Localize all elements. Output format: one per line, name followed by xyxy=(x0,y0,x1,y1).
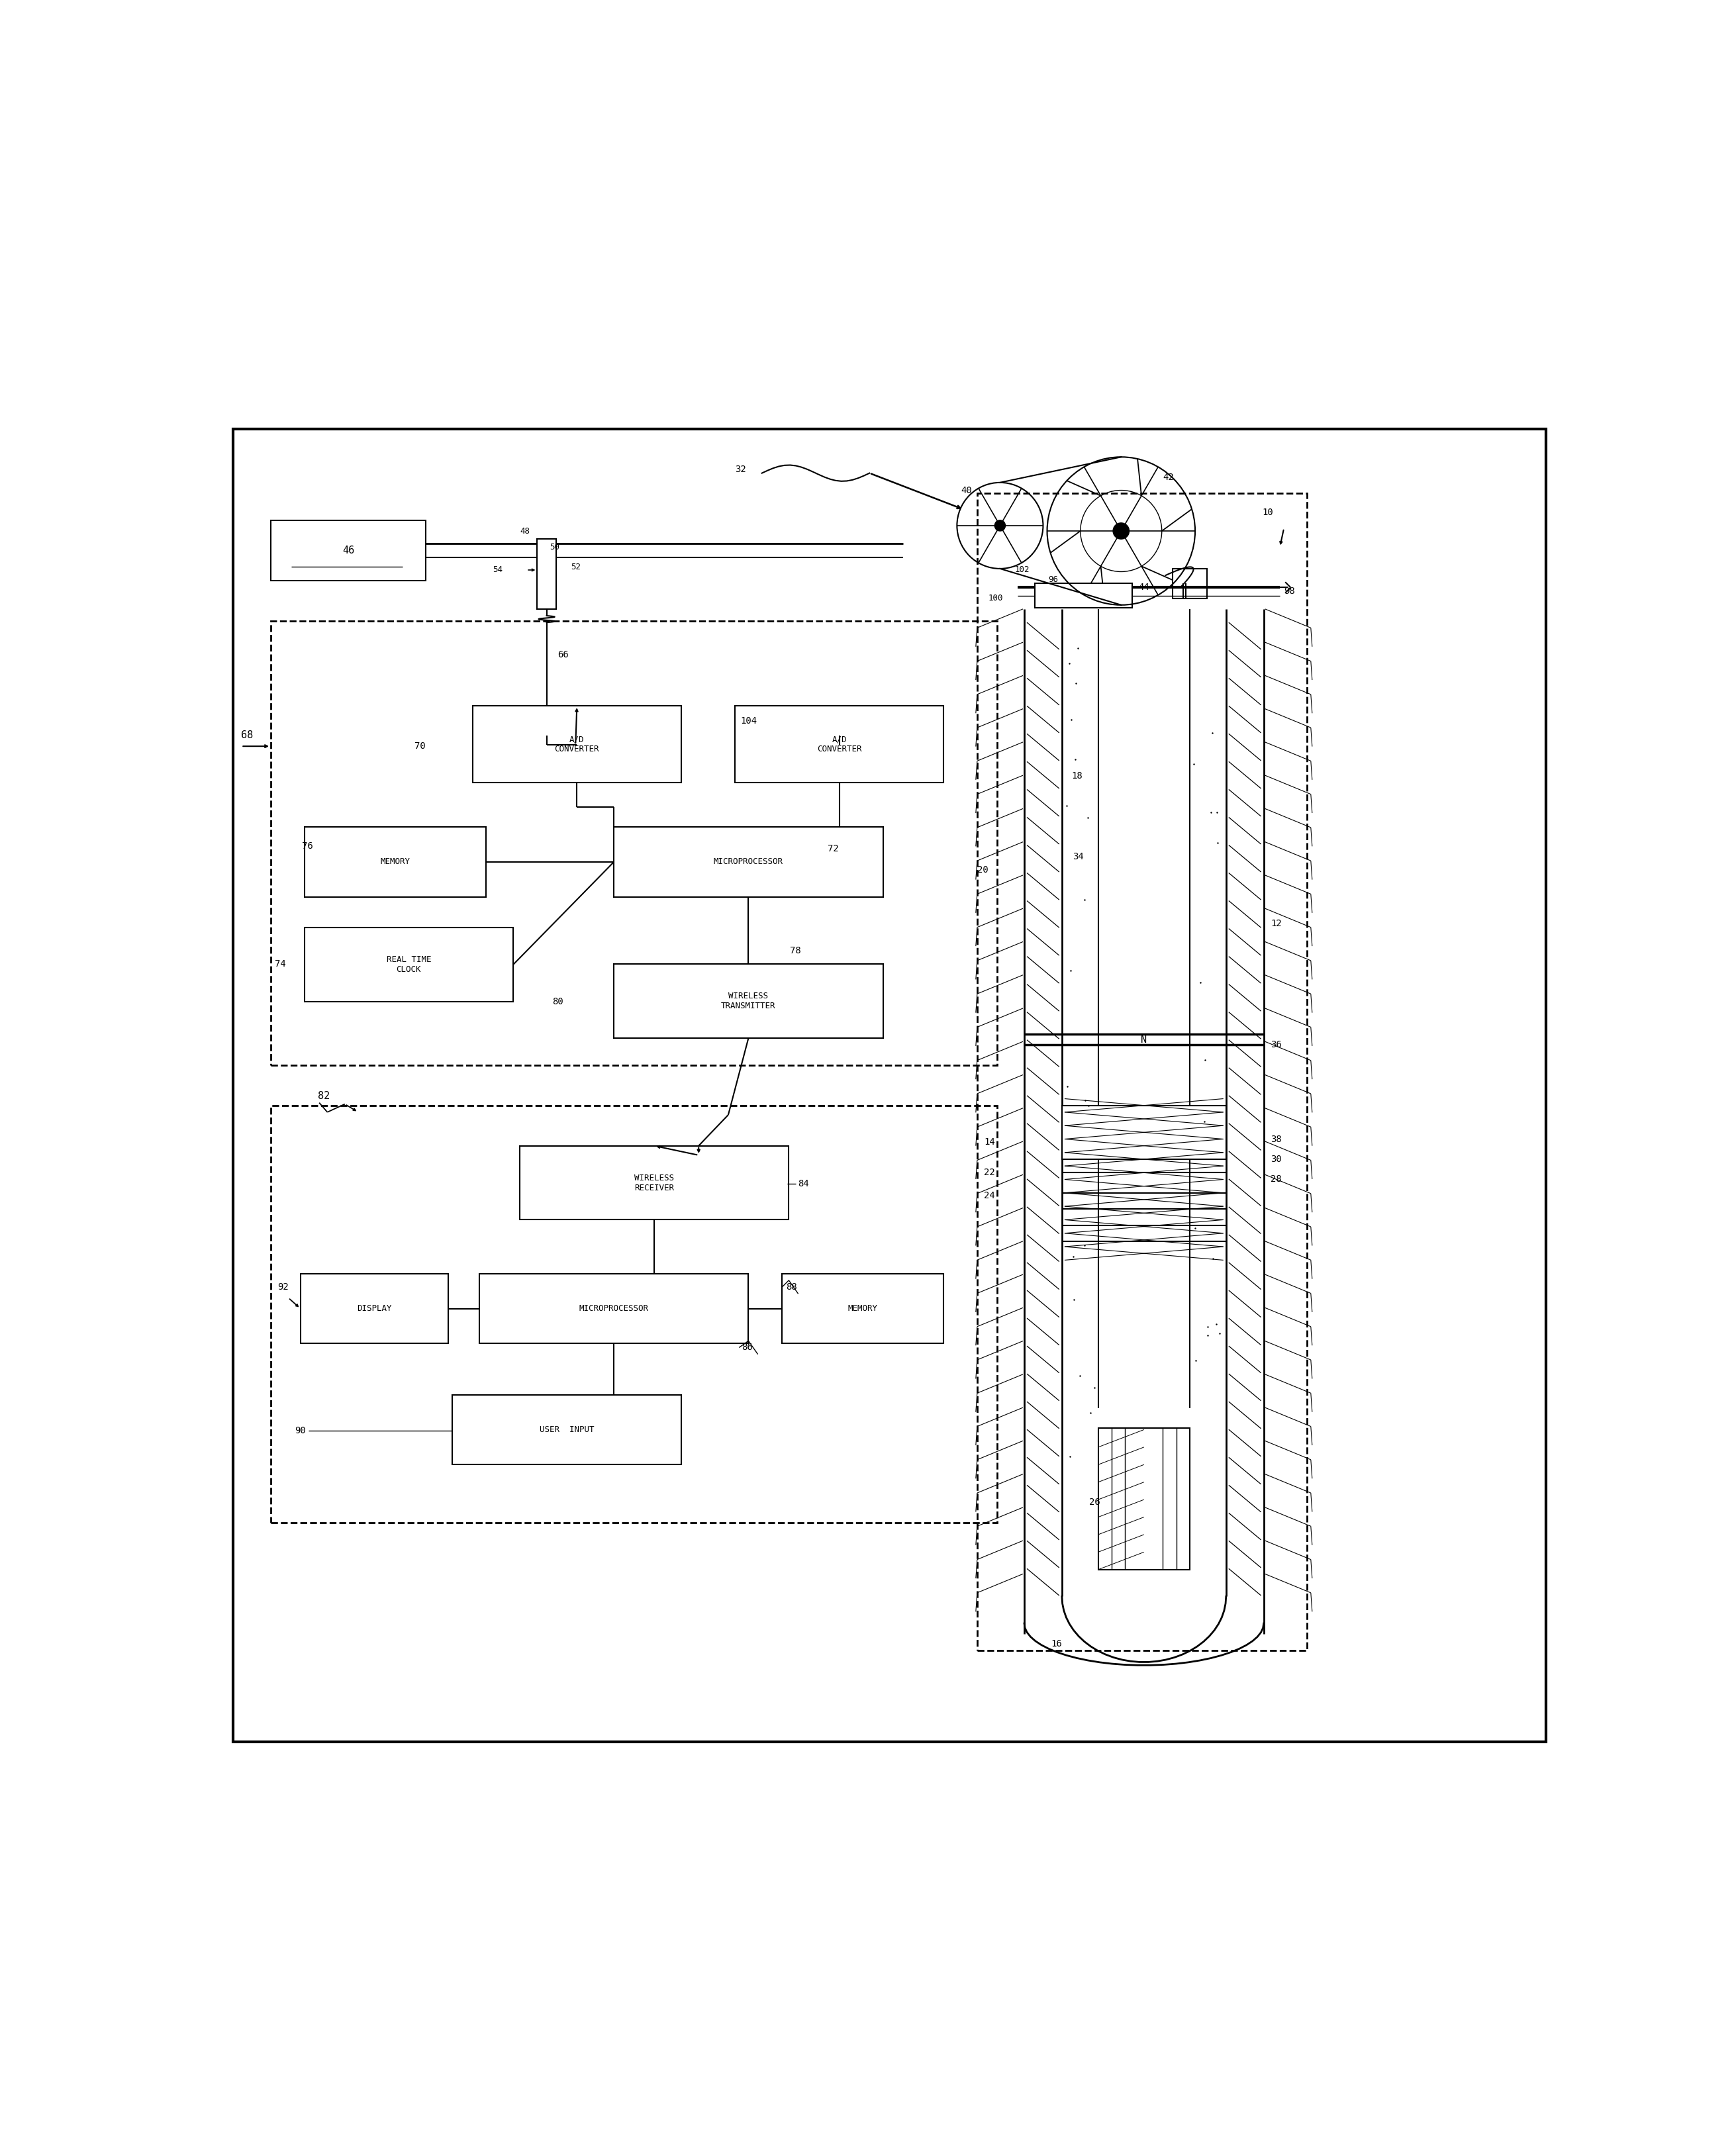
Text: 42: 42 xyxy=(1163,473,1174,481)
FancyBboxPatch shape xyxy=(300,1274,448,1343)
Text: WIRELESS
RECEIVER: WIRELESS RECEIVER xyxy=(634,1173,674,1193)
Text: DISPLAY: DISPLAY xyxy=(358,1304,392,1313)
Text: 96: 96 xyxy=(1049,576,1059,585)
Text: A/D
CONVERTER: A/D CONVERTER xyxy=(818,735,861,754)
Text: 74: 74 xyxy=(274,961,286,969)
Text: 10: 10 xyxy=(1262,507,1274,516)
Text: 90: 90 xyxy=(295,1427,306,1436)
FancyBboxPatch shape xyxy=(781,1274,944,1343)
Text: 72: 72 xyxy=(828,845,838,853)
Text: 36: 36 xyxy=(1271,1040,1281,1049)
Text: 32: 32 xyxy=(734,464,746,473)
Text: 22: 22 xyxy=(984,1169,995,1178)
Text: 92: 92 xyxy=(278,1283,288,1292)
Text: USER  INPUT: USER INPUT xyxy=(540,1425,594,1433)
Text: 86: 86 xyxy=(741,1343,753,1352)
Text: 68: 68 xyxy=(241,731,253,741)
Text: A/D
CONVERTER: A/D CONVERTER xyxy=(554,735,599,754)
Text: 52: 52 xyxy=(571,563,582,572)
Text: 102: 102 xyxy=(1016,565,1029,574)
Text: 50: 50 xyxy=(549,544,559,552)
Text: MEMORY: MEMORY xyxy=(380,857,410,866)
Circle shape xyxy=(1113,522,1128,539)
Text: 82: 82 xyxy=(318,1092,330,1100)
Text: 84: 84 xyxy=(799,1180,809,1188)
Text: 54: 54 xyxy=(493,565,503,574)
FancyBboxPatch shape xyxy=(1172,569,1207,597)
Text: 46: 46 xyxy=(342,546,354,554)
FancyBboxPatch shape xyxy=(615,965,884,1038)
FancyBboxPatch shape xyxy=(519,1145,788,1221)
FancyBboxPatch shape xyxy=(479,1274,748,1343)
Text: 14: 14 xyxy=(984,1137,995,1145)
Text: MICROPROCESSOR: MICROPROCESSOR xyxy=(713,857,783,866)
Text: 98: 98 xyxy=(1285,587,1295,595)
Text: 70: 70 xyxy=(415,741,425,750)
FancyBboxPatch shape xyxy=(536,539,556,608)
FancyBboxPatch shape xyxy=(734,705,944,782)
Text: 38: 38 xyxy=(1271,1135,1281,1143)
FancyBboxPatch shape xyxy=(1035,582,1132,608)
Text: 66: 66 xyxy=(557,651,568,660)
Text: 80: 80 xyxy=(552,997,562,1006)
Text: MEMORY: MEMORY xyxy=(847,1304,878,1313)
FancyBboxPatch shape xyxy=(271,520,425,580)
FancyBboxPatch shape xyxy=(304,827,486,896)
Text: 26: 26 xyxy=(1088,1498,1101,1506)
Text: 34: 34 xyxy=(1073,851,1083,862)
Text: 20: 20 xyxy=(977,866,988,875)
Circle shape xyxy=(995,520,1005,531)
Text: 44: 44 xyxy=(1139,582,1149,593)
Text: 28: 28 xyxy=(1271,1176,1281,1184)
Text: 88: 88 xyxy=(786,1283,797,1292)
Text: 30: 30 xyxy=(1271,1154,1281,1165)
Text: 48: 48 xyxy=(519,527,529,535)
Text: WIRELESS
TRANSMITTER: WIRELESS TRANSMITTER xyxy=(720,993,776,1010)
Text: 76: 76 xyxy=(302,840,312,851)
Text: 18: 18 xyxy=(1071,771,1083,780)
Text: REAL TIME
CLOCK: REAL TIME CLOCK xyxy=(387,956,431,973)
Text: 40: 40 xyxy=(962,486,972,494)
Text: 78: 78 xyxy=(790,946,802,956)
Text: 100: 100 xyxy=(988,593,1003,602)
Text: MICROPROCESSOR: MICROPROCESSOR xyxy=(580,1304,649,1313)
FancyBboxPatch shape xyxy=(453,1395,681,1466)
Text: 12: 12 xyxy=(1271,920,1281,928)
FancyBboxPatch shape xyxy=(304,928,514,1001)
Text: N: N xyxy=(1141,1034,1147,1044)
FancyBboxPatch shape xyxy=(1099,1429,1189,1569)
FancyBboxPatch shape xyxy=(615,827,884,896)
Text: 104: 104 xyxy=(740,716,757,726)
Text: 24: 24 xyxy=(984,1191,995,1199)
Text: 16: 16 xyxy=(1052,1640,1062,1648)
FancyBboxPatch shape xyxy=(1062,1105,1226,1158)
FancyBboxPatch shape xyxy=(472,705,681,782)
